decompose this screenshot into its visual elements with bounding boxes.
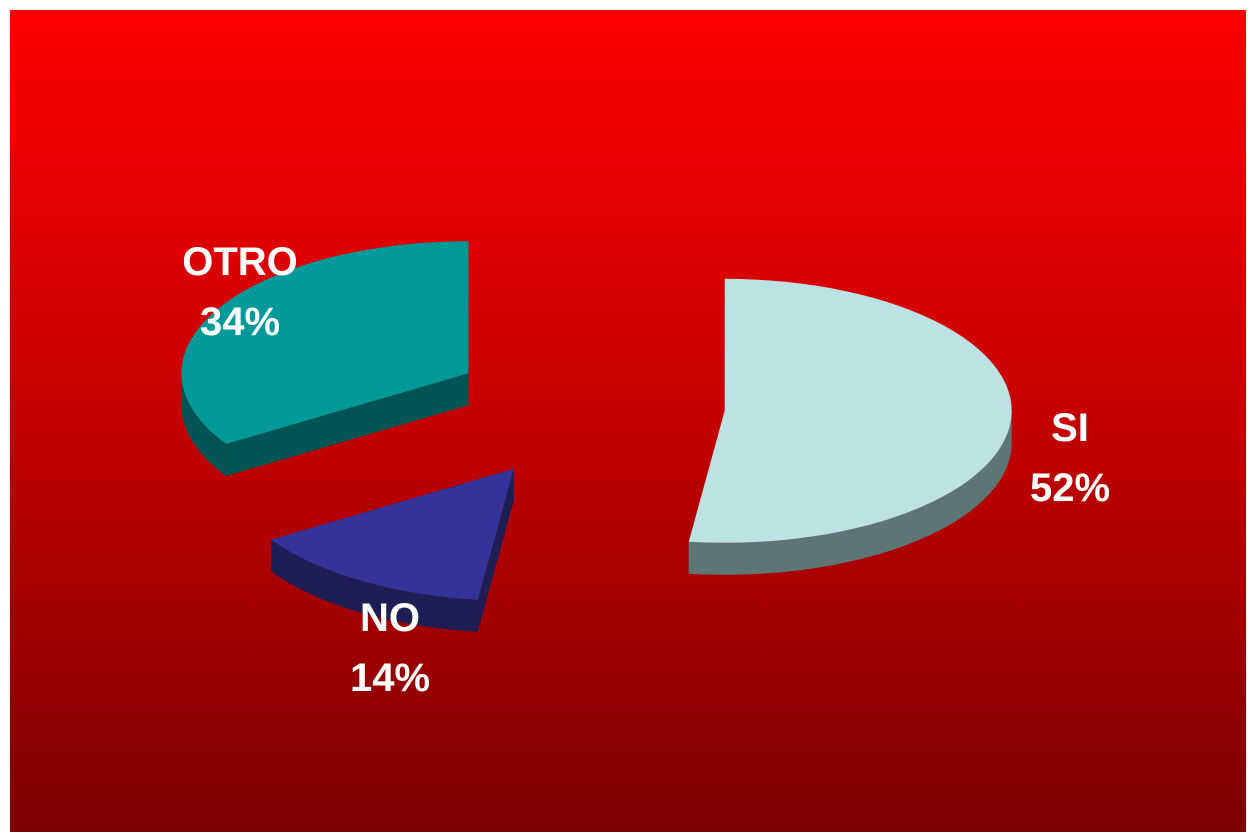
pie-chart [181, 241, 1012, 632]
slice-si-top [688, 278, 1012, 543]
slice-no-edge-0 [477, 468, 514, 632]
slice-label-no-name: NO [360, 596, 420, 640]
slice-otro-edge-0 [226, 373, 469, 476]
slice-no-top [271, 468, 514, 600]
slice-otro-top [181, 241, 469, 444]
slice-label-no: NO 14% [320, 588, 460, 708]
slice-label-si: SI 52% [1000, 398, 1140, 518]
slice-label-otro: OTRO 34% [160, 232, 320, 352]
slice-label-no-value: 14% [349, 656, 431, 700]
slice-si-side [688, 411, 1012, 575]
slice-label-otro-value: 34% [199, 300, 281, 344]
slice-label-si-name: SI [1051, 406, 1089, 450]
chart-slide: SI 52% NO 14% OTRO 34% [10, 10, 1246, 832]
slice-no-side [271, 539, 478, 632]
slice-label-otro-name: OTRO [182, 240, 298, 284]
slice-otro-side [181, 372, 227, 476]
slice-label-si-value: 52% [1029, 466, 1111, 510]
